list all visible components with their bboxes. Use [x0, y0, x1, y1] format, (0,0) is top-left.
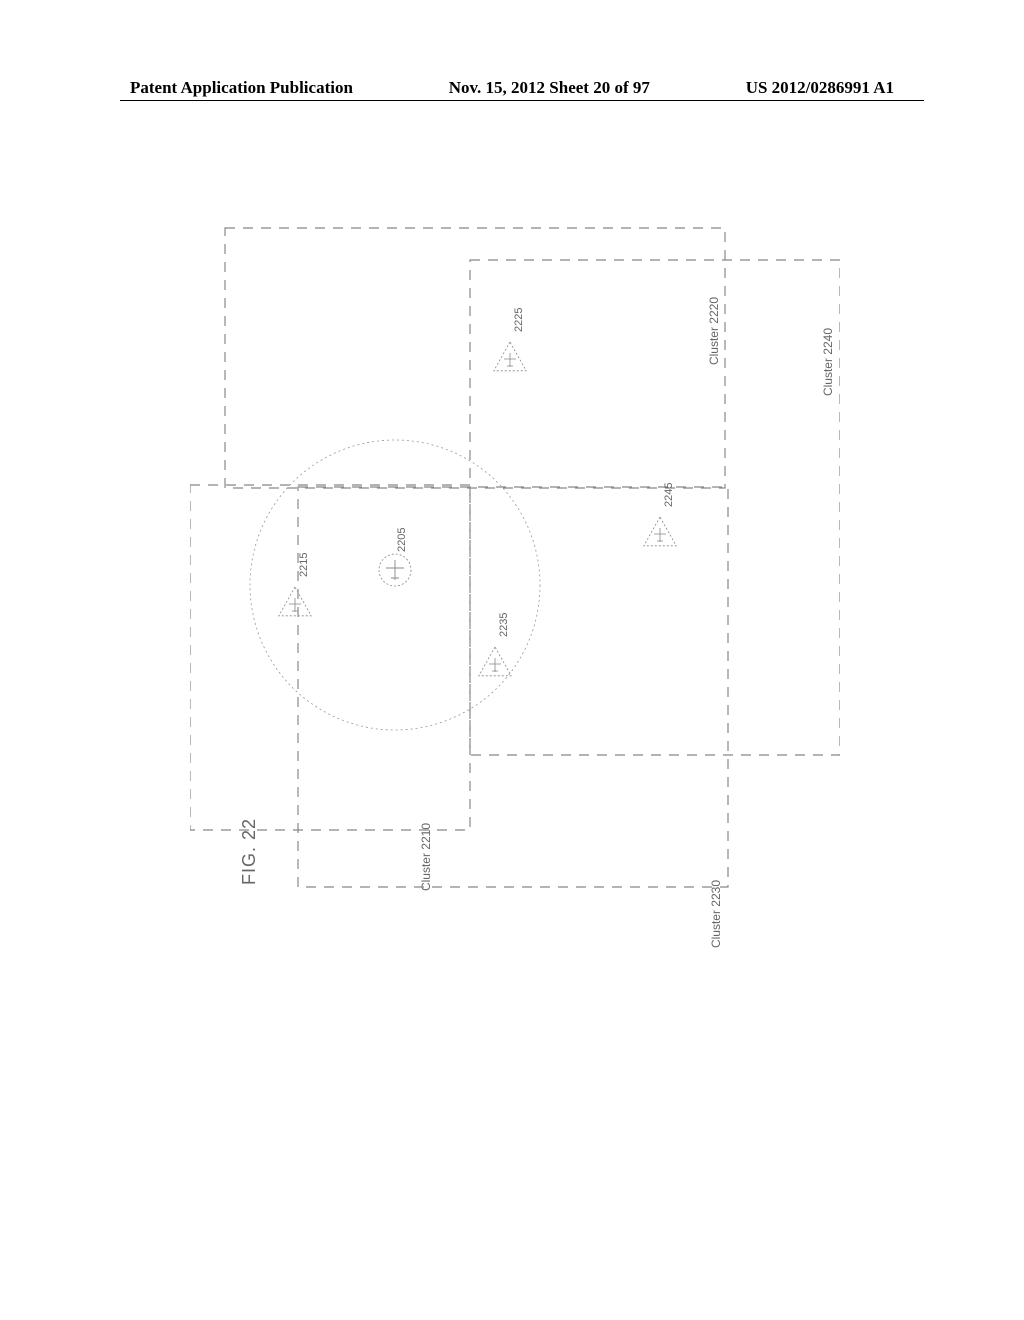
aircraft-icon-2215 — [289, 598, 301, 612]
cluster-2230 — [298, 487, 728, 887]
figure-label: FIG. 22 — [239, 818, 259, 885]
cluster-2240 — [470, 260, 840, 755]
header-publication: Patent Application Publication — [130, 78, 353, 98]
cluster-2220 — [225, 228, 725, 488]
aircraft-label-2235: 2235 — [498, 613, 510, 637]
page-header: Patent Application Publication Nov. 15, … — [0, 78, 1024, 98]
aircraft-label-2245: 2245 — [663, 483, 675, 507]
cluster-2210 — [190, 485, 470, 830]
ownship-aircraft-icon — [386, 560, 404, 580]
cluster-label-2240: Cluster 2240 — [821, 328, 835, 396]
aircraft-label-2215: 2215 — [298, 553, 310, 577]
figure-22: Cluster 2210 Cluster 2220 Cluster 2230 Clus… — [190, 225, 840, 960]
cluster-label-2230: Cluster 2230 — [709, 880, 723, 948]
aircraft-icon-2225 — [504, 353, 516, 367]
aircraft-icon-2245 — [654, 528, 666, 542]
cluster-label-2210: Cluster 2210 — [419, 823, 433, 891]
figure-svg: Cluster 2210 Cluster 2220 Cluster 2230 Clus… — [190, 225, 840, 960]
aircraft-icon-2235 — [489, 658, 501, 672]
header-divider — [120, 100, 924, 101]
aircraft-label-2225: 2225 — [513, 308, 525, 332]
header-patent-number: US 2012/0286991 A1 — [746, 78, 894, 98]
ownship-label: 2205 — [396, 528, 408, 552]
header-sheet-info: Nov. 15, 2012 Sheet 20 of 97 — [449, 78, 650, 98]
cluster-label-2220: Cluster 2220 — [707, 297, 721, 365]
range-circle — [250, 440, 540, 730]
